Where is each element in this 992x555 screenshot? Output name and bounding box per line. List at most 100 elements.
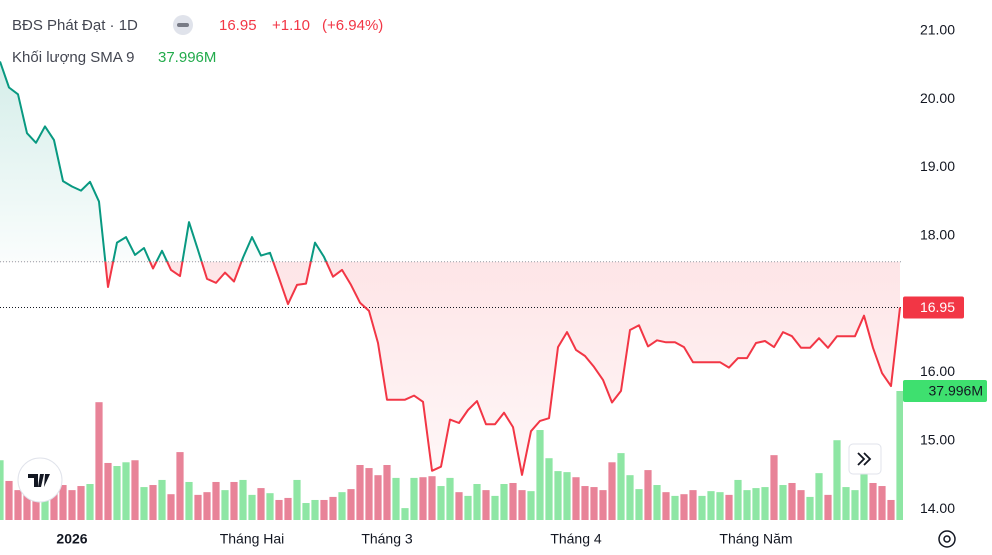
settings-icon bbox=[943, 535, 951, 543]
volume-bar bbox=[77, 486, 85, 520]
volume-bar bbox=[284, 497, 292, 520]
scroll-icon bbox=[857, 452, 872, 466]
volume-bar bbox=[185, 481, 193, 520]
volume-bar bbox=[527, 491, 535, 520]
volume-bar bbox=[878, 486, 886, 520]
volume-bar bbox=[338, 492, 346, 520]
volume-bar bbox=[158, 479, 166, 520]
volume-bar bbox=[815, 473, 823, 520]
volume-bar bbox=[230, 481, 238, 520]
volume-bar bbox=[860, 464, 868, 520]
volume-bar bbox=[149, 485, 157, 520]
volume-bar bbox=[257, 488, 265, 520]
y-tick-label: 16.00 bbox=[920, 363, 955, 379]
volume-bar bbox=[59, 485, 67, 520]
volume-bar bbox=[374, 475, 382, 520]
volume-bar bbox=[572, 477, 580, 520]
volume-bar bbox=[824, 494, 832, 520]
volume-badge bbox=[903, 380, 987, 402]
logo-icon bbox=[28, 474, 50, 487]
volume-bar bbox=[842, 487, 850, 520]
volume-bar bbox=[734, 479, 742, 520]
x-tick-label: 2026 bbox=[56, 531, 87, 547]
x-tick-label: Tháng 4 bbox=[550, 531, 602, 547]
volume-bar bbox=[32, 485, 40, 520]
volume-bar bbox=[383, 464, 391, 520]
volume-bar bbox=[428, 476, 436, 520]
x-tick-label: Tháng Năm bbox=[719, 531, 792, 547]
volume-bar bbox=[329, 496, 337, 520]
volume-bar bbox=[536, 430, 544, 520]
volume-bar bbox=[851, 490, 859, 520]
volume-bar bbox=[770, 455, 778, 520]
volume-bar bbox=[392, 477, 400, 520]
price-badge-label: 16.95 bbox=[920, 299, 955, 315]
y-tick-label: 21.00 bbox=[920, 21, 955, 37]
volume-bar bbox=[635, 489, 643, 520]
volume-bar bbox=[50, 479, 58, 520]
volume-bar bbox=[797, 490, 805, 520]
volume-bar bbox=[599, 490, 607, 520]
volume-bar bbox=[698, 495, 706, 520]
y-tick-label: 18.00 bbox=[920, 226, 955, 242]
close-price: 16.95 bbox=[219, 17, 257, 34]
volume-bar bbox=[356, 464, 364, 520]
price-change-pct: (+6.94%) bbox=[322, 17, 383, 34]
volume-bar bbox=[347, 489, 355, 520]
volume-bar bbox=[680, 494, 688, 520]
volume-bar bbox=[752, 488, 760, 520]
volume-bar bbox=[716, 492, 724, 520]
volume-bar bbox=[410, 477, 418, 520]
volume-bar bbox=[437, 486, 445, 520]
volume-bar bbox=[761, 487, 769, 520]
volume-bar bbox=[266, 493, 274, 520]
volume-bar bbox=[320, 499, 328, 520]
volume-bar bbox=[419, 477, 427, 520]
volume-bar bbox=[608, 462, 616, 520]
volume-bar bbox=[365, 468, 373, 520]
volume-bar bbox=[473, 484, 481, 520]
volume-bar bbox=[869, 482, 877, 520]
baseline-area bbox=[0, 61, 900, 475]
x-tick-label: Tháng 3 bbox=[361, 531, 413, 547]
volume-bar bbox=[545, 458, 553, 520]
volume-bar bbox=[176, 452, 184, 520]
volume-bar bbox=[248, 494, 256, 520]
price-change: +1.10 bbox=[272, 17, 310, 34]
volume-bar bbox=[113, 466, 121, 520]
volume-label: Khối lượng SMA 9 bbox=[12, 49, 134, 66]
volume-bar bbox=[140, 487, 148, 520]
volume-bar bbox=[806, 496, 814, 520]
volume-bar bbox=[212, 481, 220, 520]
x-tick-label: Tháng Hai bbox=[220, 531, 285, 547]
y-tick-label: 19.00 bbox=[920, 158, 955, 174]
volume-bar bbox=[644, 470, 652, 520]
volume-bar bbox=[554, 471, 562, 520]
volume-bar bbox=[293, 479, 301, 520]
volume-bar bbox=[68, 490, 76, 520]
volume-bar bbox=[0, 460, 4, 520]
y-tick-label: 14.00 bbox=[920, 500, 955, 516]
volume-bar bbox=[581, 486, 589, 520]
volume-bar bbox=[221, 490, 229, 520]
volume-bar bbox=[41, 499, 49, 520]
volume-bar bbox=[788, 482, 796, 520]
volume-badge-label: 37.996M bbox=[929, 383, 983, 399]
settings-button[interactable] bbox=[938, 530, 956, 548]
volume-bar bbox=[203, 492, 211, 520]
volume-bar bbox=[617, 453, 625, 520]
volume-bar bbox=[662, 492, 670, 520]
volume-bar bbox=[86, 484, 94, 520]
volume-bar bbox=[464, 495, 472, 520]
volume-bar bbox=[653, 485, 661, 520]
volume-bar bbox=[311, 499, 319, 520]
volume-bar bbox=[104, 462, 112, 520]
volume-bar bbox=[455, 492, 463, 520]
axes: 21.00 20.00 19.00 18.00 16.00 15.00 14.00 16.95… bbox=[56, 21, 987, 547]
volume-bar bbox=[833, 440, 841, 520]
toggle-icon bbox=[177, 23, 189, 27]
volume-bar bbox=[482, 490, 490, 520]
volume-bar bbox=[689, 490, 697, 520]
volume-bar bbox=[275, 499, 283, 520]
volume-bar bbox=[5, 480, 13, 520]
